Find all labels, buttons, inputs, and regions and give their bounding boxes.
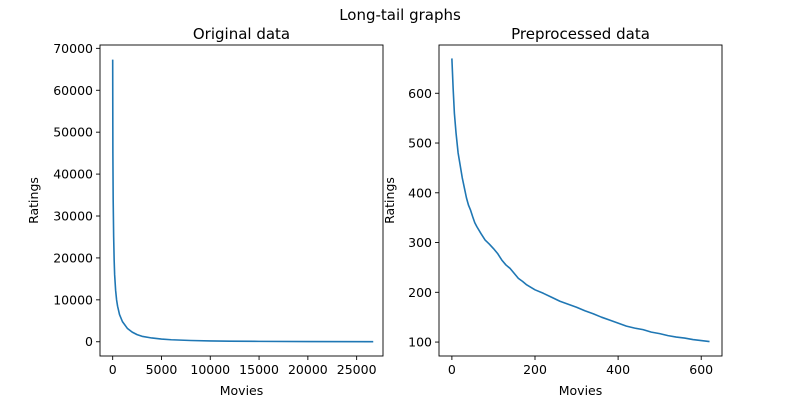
y-tick-label: 0: [85, 334, 93, 349]
x-axis-label: Movies: [559, 383, 603, 398]
figure-suptitle: Long-tail graphs: [339, 6, 461, 24]
x-tick-label: 10000: [190, 362, 230, 377]
plot-frame: [99, 44, 384, 357]
x-tick-label: 25000: [337, 362, 377, 377]
y-axis-label: Ratings: [382, 177, 397, 224]
chart-title: Original data: [193, 25, 290, 43]
x-axis-label: Movies: [220, 383, 264, 398]
chart-title: Preprocessed data: [511, 25, 650, 43]
y-tick-label: 30000: [53, 209, 93, 224]
x-tick-label: 400: [606, 362, 630, 377]
y-tick-label: 500: [408, 136, 432, 151]
y-tick-label: 50000: [53, 125, 93, 140]
series-line: [111, 59, 374, 343]
y-tick-label: 200: [408, 285, 432, 300]
y-axis-label: Ratings: [26, 177, 41, 224]
y-tick-label: 20000: [53, 250, 93, 265]
x-tick-label: 600: [689, 362, 713, 377]
x-tick-label: 200: [523, 362, 547, 377]
x-tick-label: 5000: [146, 362, 178, 377]
y-tick-label: 10000: [53, 292, 93, 307]
x-tick-label: 15000: [239, 362, 279, 377]
y-tick-label: 600: [408, 86, 432, 101]
x-tick-label: 0: [109, 362, 117, 377]
plot-frame: [438, 44, 723, 357]
y-tick-label: 60000: [53, 83, 93, 98]
series-line: [451, 58, 710, 343]
y-tick-label: 70000: [53, 41, 93, 56]
chart-panel-preprocessed: Preprocessed data 0 200 400 600 100 200 300 400 5…: [382, 25, 723, 398]
y-tick-label: 300: [408, 235, 432, 250]
x-tick-label: 20000: [288, 362, 328, 377]
x-tick-label: 0: [448, 362, 456, 377]
y-tick-label: 40000: [53, 167, 93, 182]
y-tick-label: 100: [408, 335, 432, 350]
chart-panel-original: Original data 0 5000 10000 15000 20000 25000 0 1…: [26, 25, 384, 398]
y-tick-label: 400: [408, 185, 432, 200]
